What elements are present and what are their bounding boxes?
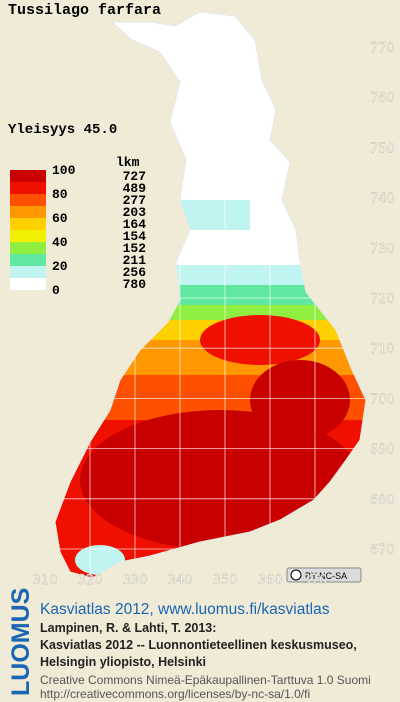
distribution-map (55, 12, 366, 578)
y-tick-label: 730 (370, 242, 395, 257)
y-tick-label: 690 (370, 443, 395, 458)
legend-scale-label: 80 (52, 187, 68, 202)
legend-swatch (10, 278, 46, 290)
citation-line: Kasviatlas 2012 -- Luonnontieteellinen k… (40, 638, 357, 652)
x-tick-label: 330 (123, 573, 148, 588)
x-tick-label: 310 (33, 573, 58, 588)
license-badge-box (286, 567, 362, 583)
license-badge: BY-NC-SA (305, 571, 347, 581)
y-tick-label: 680 (370, 493, 395, 508)
y-tick-label: 770 (370, 41, 395, 56)
legend-count: 211 (123, 253, 147, 268)
legend-count: 203 (123, 205, 147, 220)
x-tick-label: 350 (213, 573, 238, 588)
legend-count: 780 (123, 277, 147, 292)
citation-line: Lampinen, R. & Lahti, T. 2013: (40, 621, 216, 635)
legend-scale-label: 0 (52, 283, 60, 298)
legend-header: lkm (116, 155, 140, 170)
legend-scale-label: 40 (52, 235, 68, 250)
y-tick-label: 720 (370, 292, 395, 307)
legend-swatch (10, 218, 46, 230)
license-line: http://creativecommons.org/licenses/by-n… (40, 687, 310, 701)
legend-scale-label: 20 (52, 259, 68, 274)
x-tick-label: 370 (303, 573, 328, 588)
legend-swatch (10, 194, 46, 206)
legend-swatch (10, 266, 46, 278)
legend-count: 152 (123, 241, 147, 256)
legend-swatch (10, 206, 46, 218)
legend-count: 277 (123, 193, 146, 208)
x-tick-label: 360 (258, 573, 283, 588)
legend-count: 154 (123, 229, 147, 244)
y-tick-label: 670 (370, 543, 395, 558)
legend-swatch (10, 254, 46, 266)
legend-count: 256 (123, 265, 147, 280)
citation-line: Helsingin yliopisto, Helsinki (40, 655, 206, 669)
legend-count: 727 (123, 169, 146, 184)
source: Kasviatlas 2012, www.luomus.fi/kasviatla… (40, 601, 330, 618)
legend-count: 164 (123, 217, 147, 232)
title: Tussilago farfara (8, 2, 161, 19)
license-line: Creative Commons Nimeä-Epäkaupallinen-Ta… (40, 673, 371, 687)
y-tick-label: 700 (370, 392, 395, 407)
y-tick-label: 750 (370, 141, 395, 156)
y-tick-label: 710 (370, 342, 395, 357)
legend-scale-label: 60 (52, 211, 68, 226)
y-tick-label: 740 (370, 192, 395, 207)
x-tick-label: 320 (78, 573, 103, 588)
frequency: Yleisyys 45.0 (8, 122, 117, 138)
legend-swatch (10, 242, 46, 254)
legend-swatch (10, 230, 46, 242)
legend-swatch (10, 170, 46, 182)
legend-swatch (10, 182, 46, 194)
legend-scale-label: 100 (52, 163, 76, 178)
legend-count: 489 (123, 181, 147, 196)
y-tick-label: 760 (370, 91, 395, 106)
cc-icon (290, 569, 302, 581)
x-tick-label: 340 (168, 573, 193, 588)
publisher: LUOMUS (7, 588, 35, 696)
